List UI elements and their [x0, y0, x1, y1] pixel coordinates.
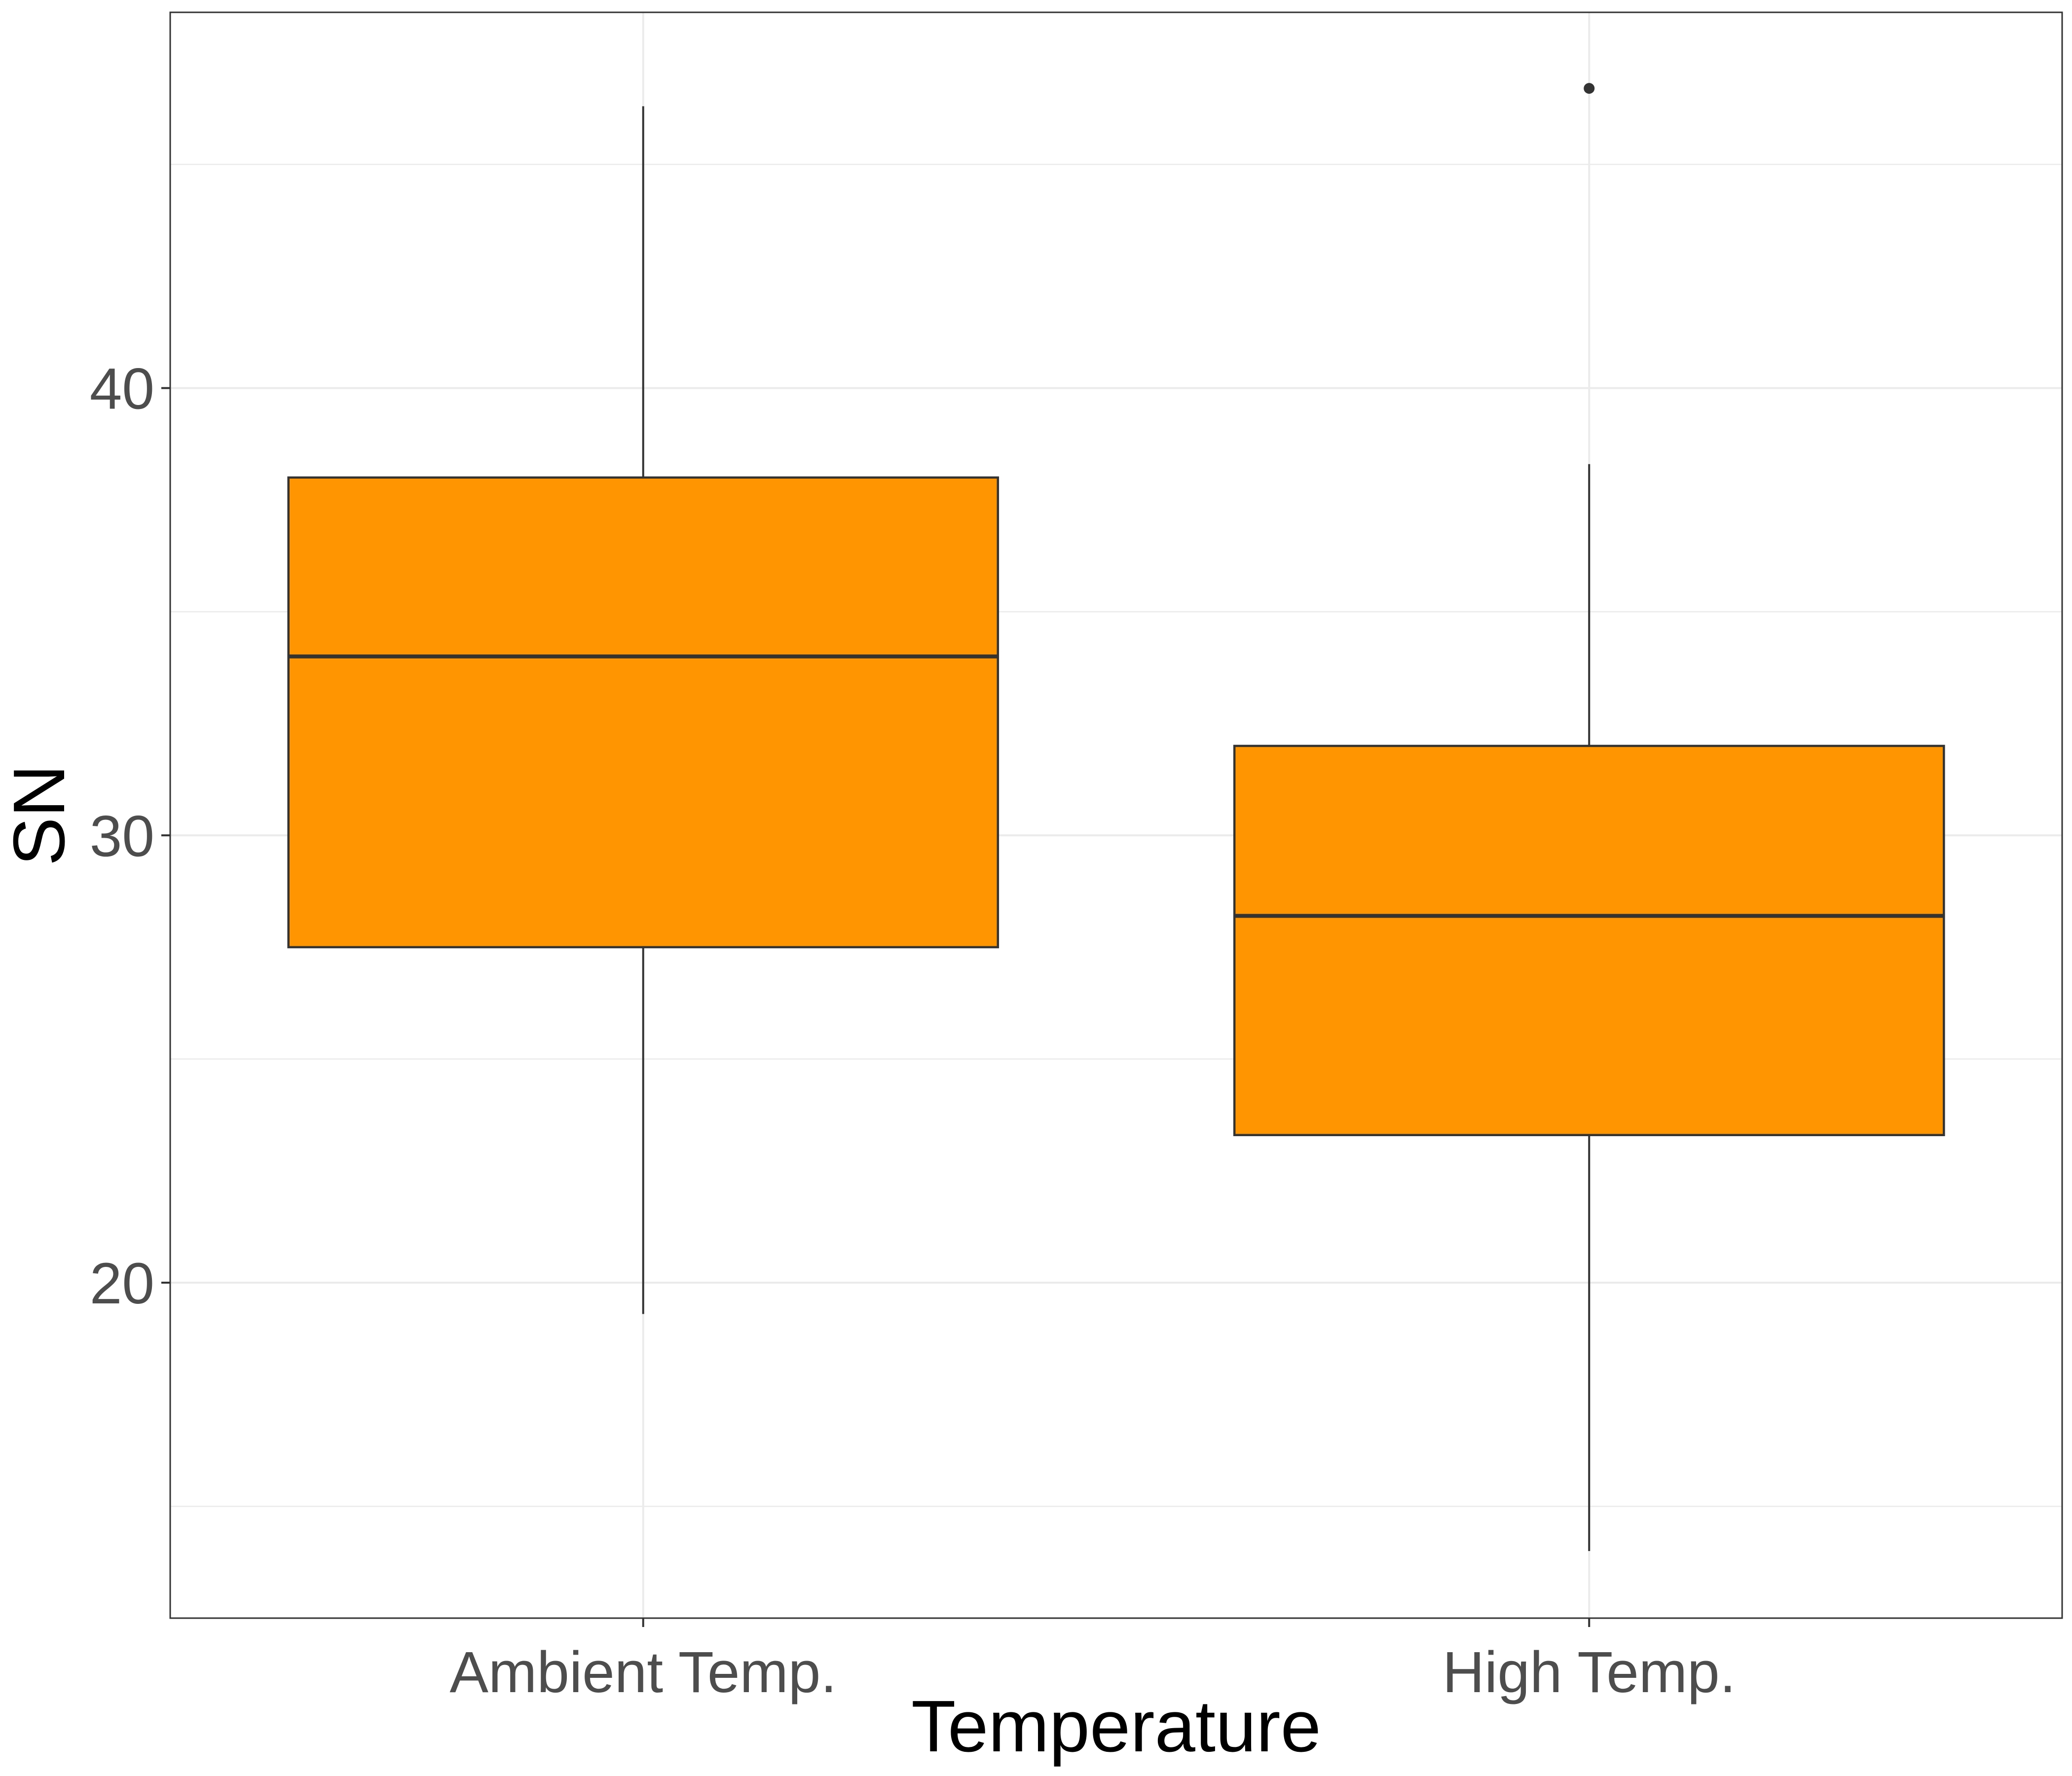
- y-tick-label: 40: [90, 357, 154, 422]
- panel-border: [169, 11, 2063, 1619]
- x-tick-label: High Temp.: [1443, 1640, 1736, 1705]
- y-axis-title: SN: [0, 765, 80, 866]
- x-axis-title: Temperature: [911, 1686, 1321, 1767]
- iqr-box: [287, 476, 999, 949]
- axes: 20 30 40 Ambient Temp. High Temp.: [90, 357, 1736, 1705]
- outlier-point: [1584, 83, 1595, 94]
- x-tick-label: Ambient Temp.: [449, 1640, 837, 1705]
- box-ambient: [287, 106, 999, 1314]
- iqr-box: [1233, 744, 1945, 1137]
- y-tick-label: 20: [90, 1251, 154, 1316]
- box-high: [1233, 83, 1945, 1551]
- boxes: [287, 83, 1945, 1551]
- y-tick-label: 30: [90, 804, 154, 869]
